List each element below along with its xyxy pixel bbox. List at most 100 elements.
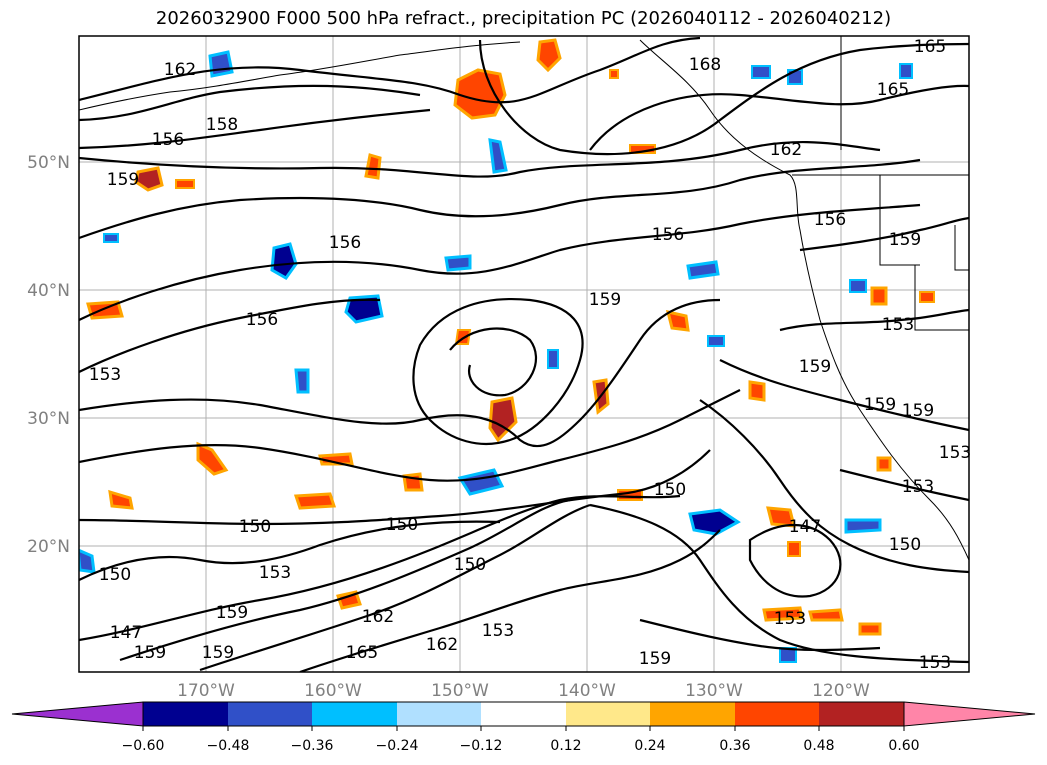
- contour-label: 162: [362, 607, 394, 627]
- contour-label: 156: [652, 225, 684, 245]
- colorbar-extend-min: [11, 701, 144, 727]
- precip-patch: [547, 349, 559, 369]
- precip-patch: [609, 69, 619, 79]
- precip-patch: [536, 38, 562, 73]
- contour-label: 162: [426, 635, 458, 655]
- colorbar-bin: [228, 702, 312, 726]
- contour-label: 158: [206, 115, 238, 135]
- contour-label: 159: [107, 170, 139, 190]
- contour-label: 156: [152, 130, 184, 150]
- precip-patch: [876, 456, 892, 472]
- coastlines: [79, 36, 969, 561]
- lon-label-140w: 140°W: [558, 681, 616, 701]
- contour-line: [79, 494, 681, 642]
- lon-label-150w: 150°W: [431, 681, 489, 701]
- contour-labels: 162 168 165 165 156 158 159 156 156 162 …: [89, 37, 971, 673]
- precip-patch: [899, 63, 913, 79]
- contour-line: [799, 216, 969, 252]
- precip-patch: [108, 489, 134, 510]
- contour-label: 150: [654, 480, 686, 500]
- contour-label: 165: [914, 37, 946, 57]
- colorbar-tick-label: −0.12: [460, 738, 503, 754]
- contour-line: [299, 529, 721, 672]
- colorbar: −0.60 −0.48 −0.36 −0.24 −0.12 0.12 0.24 …: [11, 701, 1036, 754]
- contour-label: 162: [164, 60, 196, 80]
- contour-label: 159: [639, 649, 671, 669]
- precip-patch: [444, 254, 472, 272]
- plot-frame: [78, 35, 970, 673]
- precip-patch: [134, 166, 164, 192]
- contour-label: 153: [774, 609, 806, 629]
- precip-patch: [870, 286, 888, 306]
- contour-label: 159: [902, 401, 934, 421]
- precip-patch: [748, 380, 766, 402]
- contour-line: [748, 523, 842, 598]
- contour-label: 159: [589, 290, 621, 310]
- lon-label-160w: 160°W: [304, 681, 362, 701]
- contour-line: [719, 359, 969, 432]
- colorbar-tick-label: −0.60: [122, 738, 165, 754]
- precip-patch: [453, 68, 507, 120]
- colorbar-bin: [481, 702, 566, 726]
- precip-patch: [665, 310, 690, 332]
- colorbar-tick-label: −0.24: [376, 738, 419, 754]
- precip-patch: [844, 518, 882, 534]
- contour-label: 159: [134, 643, 166, 663]
- precip-patch: [336, 590, 362, 610]
- contour-label: 153: [259, 563, 291, 583]
- colorbar-bin: [397, 702, 481, 726]
- colorbar-tick-label: 0.24: [634, 738, 665, 754]
- precip-patch: [787, 541, 801, 557]
- contour-line: [779, 308, 969, 332]
- precip-patch: [488, 138, 508, 174]
- contour-label: 153: [939, 443, 971, 463]
- contour-label: 153: [902, 477, 934, 497]
- contour-label: 156: [814, 210, 846, 230]
- contour-label: 150: [239, 517, 271, 537]
- precip-patch: [175, 179, 195, 189]
- contour-line: [79, 449, 711, 526]
- contour-label: 153: [482, 621, 514, 641]
- contour-line: [79, 298, 721, 448]
- contour-line: [839, 468, 969, 502]
- colorbar-tick-label: −0.48: [207, 738, 250, 754]
- precip-patch: [196, 441, 229, 476]
- coastline-alaska: [79, 41, 521, 111]
- precip-patch: [103, 233, 119, 243]
- contour-line: [699, 399, 969, 574]
- precip-patch: [364, 153, 382, 180]
- contour-label: 150: [889, 535, 921, 555]
- colorbar-bin: [143, 702, 228, 726]
- contour-label: 153: [882, 315, 914, 335]
- contour-label: 147: [110, 623, 142, 643]
- colorbar-tick-label: 0.48: [803, 738, 834, 754]
- contour-label: 159: [202, 643, 234, 663]
- precip-patch: [762, 606, 804, 622]
- precip-patches: [79, 38, 935, 663]
- precip-patch: [488, 396, 518, 443]
- chart-title: 2026032900 F000 500 hPa refract., precip…: [155, 8, 892, 29]
- contour-label: 153: [919, 653, 951, 673]
- precip-patch: [919, 291, 935, 303]
- contour-label: 153: [89, 365, 121, 385]
- contour-line: [79, 141, 881, 178]
- contour-line: [79, 389, 741, 482]
- precip-patch: [344, 294, 384, 324]
- lat-label-30n: 30°N: [27, 409, 70, 429]
- contour-label: 165: [877, 80, 909, 100]
- contour-label: 150: [454, 555, 486, 575]
- contour-label: 156: [329, 233, 361, 253]
- colorbar-frame: [142, 701, 905, 727]
- contour-label: 159: [889, 230, 921, 250]
- precip-patch: [293, 492, 337, 510]
- contour-label: 159: [216, 603, 248, 623]
- contour-label: 156: [246, 310, 278, 330]
- contour-label: 168: [689, 55, 721, 75]
- contour-line: [79, 203, 921, 321]
- colorbar-bin: [819, 702, 904, 726]
- precip-patch: [688, 508, 741, 536]
- contour-label: 147: [789, 517, 821, 537]
- precip-patch: [294, 368, 310, 394]
- colorbar-tick-label: 0.60: [888, 738, 919, 754]
